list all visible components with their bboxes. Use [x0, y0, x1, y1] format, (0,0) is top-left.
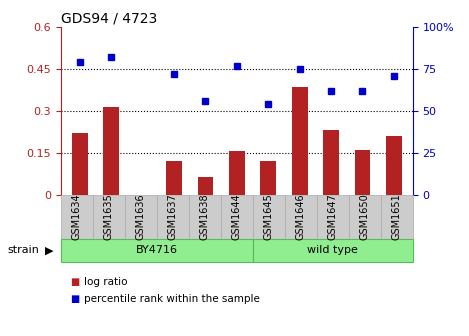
Text: BY4716: BY4716: [136, 245, 178, 255]
Text: log ratio: log ratio: [84, 277, 128, 287]
Bar: [355, 150, 371, 195]
Text: strain: strain: [7, 245, 39, 255]
Bar: [292, 87, 308, 195]
Bar: [72, 133, 88, 195]
Bar: [229, 152, 245, 195]
Text: ■: ■: [70, 277, 80, 287]
Text: ■: ■: [70, 294, 80, 304]
Text: GSM1634: GSM1634: [72, 194, 82, 240]
Bar: [197, 177, 213, 195]
Text: percentile rank within the sample: percentile rank within the sample: [84, 294, 260, 304]
Text: GSM1651: GSM1651: [392, 193, 402, 240]
Text: GSM1638: GSM1638: [200, 194, 210, 240]
Text: wild type: wild type: [307, 245, 358, 255]
Text: GSM1646: GSM1646: [296, 194, 306, 240]
Bar: [260, 161, 276, 195]
Text: ▶: ▶: [45, 245, 53, 255]
Text: GSM1645: GSM1645: [264, 193, 274, 240]
Bar: [386, 136, 402, 195]
Text: GSM1635: GSM1635: [104, 193, 114, 240]
Text: GSM1644: GSM1644: [232, 194, 242, 240]
Text: GSM1647: GSM1647: [328, 193, 338, 240]
Bar: [166, 161, 182, 195]
Text: GDS94 / 4723: GDS94 / 4723: [61, 12, 157, 26]
Bar: [323, 130, 339, 195]
Text: GSM1650: GSM1650: [360, 193, 370, 240]
Text: GSM1637: GSM1637: [168, 193, 178, 240]
Bar: [103, 107, 119, 195]
Text: GSM1636: GSM1636: [136, 194, 146, 240]
